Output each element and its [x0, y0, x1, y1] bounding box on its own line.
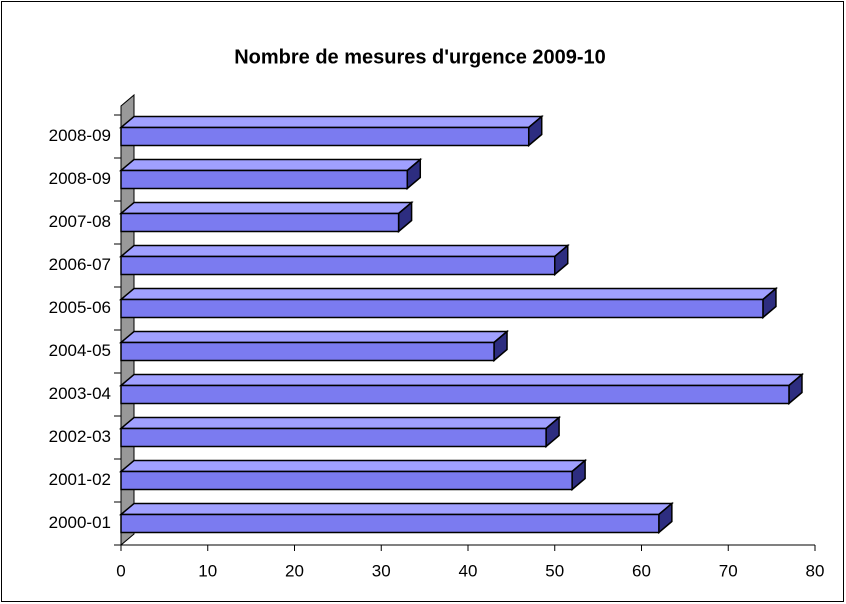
- bar-top: [118, 115, 544, 129]
- bar-top: [118, 244, 570, 258]
- bar: [118, 329, 510, 363]
- bar-front: [120, 212, 400, 233]
- bar-top: [118, 459, 588, 473]
- bar-front: [120, 470, 573, 491]
- bar-front: [120, 513, 660, 534]
- y-tick-label: 2002-03: [49, 427, 111, 446]
- bar: [118, 114, 544, 148]
- bar: [118, 200, 414, 234]
- bar-top: [118, 201, 414, 215]
- x-tick-label: 50: [545, 561, 564, 580]
- bar: [118, 243, 570, 277]
- x-tick-label: 40: [459, 561, 478, 580]
- y-tick-label: 2003-04: [49, 384, 111, 403]
- bar-top: [118, 502, 674, 516]
- bar: [118, 157, 423, 191]
- bar: [118, 286, 778, 320]
- y-tick-label: 2004-05: [49, 341, 111, 360]
- bar: [118, 372, 805, 406]
- bar-front: [120, 384, 790, 405]
- x-tick-label: 70: [719, 561, 738, 580]
- bar-front: [120, 298, 764, 319]
- y-tick-label: 2005-06: [49, 298, 111, 317]
- y-tick-label: 2007-08: [49, 212, 111, 231]
- bar-top: [118, 287, 778, 301]
- y-tick-label: 2008-09: [49, 169, 111, 188]
- bar-front: [120, 341, 495, 362]
- bar-top: [118, 373, 805, 387]
- bar-front: [120, 427, 547, 448]
- bar-front: [120, 126, 530, 147]
- x-tick-label: 30: [372, 561, 391, 580]
- bar-top: [118, 416, 562, 430]
- y-tick-label: 2006-07: [49, 255, 111, 274]
- x-tick-label: 20: [285, 561, 304, 580]
- y-tick-label: 2000-01: [49, 513, 111, 532]
- bar: [118, 501, 674, 535]
- y-tick-label: 2001-02: [49, 470, 111, 489]
- chart-title: Nombre de mesures d'urgence 2009-10: [234, 46, 606, 68]
- x-tick-label: 0: [116, 561, 125, 580]
- x-tick-label: 10: [198, 561, 217, 580]
- bar-top: [118, 330, 510, 344]
- y-tick-label: 2008-09: [49, 126, 111, 145]
- bar-front: [120, 169, 409, 190]
- bar: [118, 458, 588, 492]
- bar-front: [120, 255, 556, 276]
- bar-top: [118, 158, 423, 172]
- x-tick-label: 80: [806, 561, 825, 580]
- x-tick-label: 60: [632, 561, 651, 580]
- bar: [118, 415, 562, 449]
